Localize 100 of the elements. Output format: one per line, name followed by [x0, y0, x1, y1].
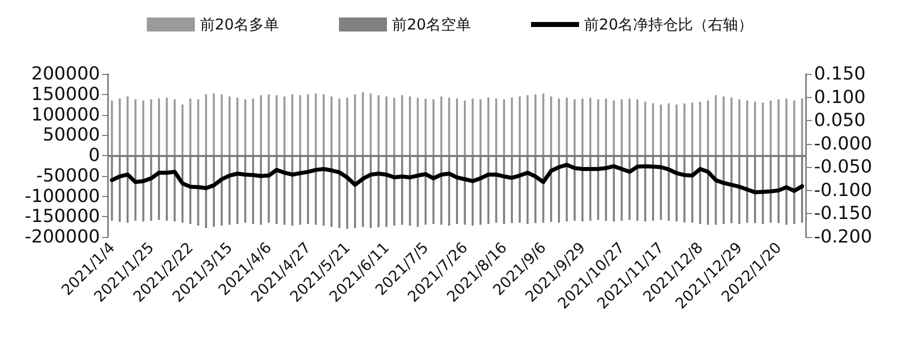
- y2-tick-label: -0.150: [814, 203, 872, 224]
- bar: [636, 99, 638, 156]
- y-tick-label: 100000: [31, 104, 100, 126]
- bar: [306, 94, 309, 156]
- bar: [495, 98, 498, 156]
- bar: [424, 98, 427, 156]
- y-tick-label: -150000: [24, 206, 100, 228]
- bar: [142, 100, 144, 156]
- bar: [542, 94, 544, 156]
- bar: [393, 98, 396, 156]
- y2-tick-label: 0.050: [814, 110, 866, 132]
- bar: [581, 98, 584, 156]
- bar: [668, 103, 670, 156]
- bar: [778, 99, 780, 156]
- bar: [722, 96, 725, 156]
- bar: [276, 95, 278, 156]
- bar: [518, 96, 521, 156]
- bar: [260, 95, 262, 156]
- bar: [503, 99, 506, 156]
- bar: [770, 100, 772, 156]
- bar: [158, 98, 160, 156]
- line-series: [110, 162, 804, 194]
- bar: [652, 103, 654, 156]
- bar: [314, 94, 317, 156]
- bar: [440, 96, 442, 156]
- y2-tick-label: -0.050: [814, 156, 872, 178]
- bar: [699, 102, 702, 156]
- bar: [558, 98, 560, 156]
- bar: [268, 94, 270, 156]
- y2-tick-label: 0.100: [814, 86, 866, 108]
- bar: [801, 98, 804, 156]
- bar: [612, 100, 615, 156]
- bar: [432, 99, 434, 156]
- bar: [182, 104, 184, 156]
- bar: [480, 99, 482, 156]
- y2-tick-label: -0.100: [814, 180, 872, 201]
- bar: [416, 98, 419, 156]
- bar: [628, 98, 631, 156]
- bar: [197, 99, 200, 156]
- bar: [762, 102, 764, 156]
- bar: [785, 98, 788, 156]
- bar: [526, 95, 529, 156]
- bar: [346, 98, 348, 156]
- bar: [220, 94, 223, 156]
- bar: [550, 96, 552, 156]
- bar: [574, 99, 576, 156]
- bar: [110, 100, 113, 156]
- y-tick-label: -50000: [36, 165, 100, 186]
- bar: [730, 98, 732, 156]
- bar: [691, 102, 694, 156]
- bar: [244, 99, 246, 156]
- bar: [228, 96, 231, 156]
- bar: [754, 102, 756, 156]
- bar: [738, 99, 740, 156]
- y-tick-label: 200000: [31, 64, 100, 84]
- bar: [589, 98, 592, 156]
- legend-label: 前20名净持仓比（右轴）: [584, 16, 754, 34]
- bar: [283, 96, 286, 156]
- bar: [605, 98, 608, 156]
- y2-tick-label: 0.150: [814, 64, 866, 84]
- bar: [660, 104, 662, 156]
- bar: [166, 98, 168, 156]
- bar: [566, 98, 568, 156]
- y-tick-label: 50000: [42, 124, 100, 146]
- bar: [448, 98, 450, 156]
- bar: [487, 98, 490, 156]
- bar: [644, 102, 646, 156]
- bar: [714, 95, 717, 156]
- bar: [746, 100, 748, 156]
- bar: [236, 98, 238, 156]
- bar: [354, 94, 356, 156]
- bar: [189, 98, 192, 156]
- y-tick-label: -200000: [24, 226, 100, 248]
- bar: [174, 99, 176, 156]
- bar: [330, 96, 333, 156]
- bar: [212, 94, 215, 156]
- bar: [370, 94, 372, 156]
- legend-label: 前20名空单: [392, 16, 472, 34]
- bar: [597, 99, 600, 156]
- y2-tick-label: -0.200: [814, 226, 872, 248]
- y-tick-label: -100000: [24, 186, 100, 207]
- bar: [322, 94, 325, 156]
- bar: [378, 95, 380, 156]
- bar: [676, 104, 678, 156]
- bar: [150, 99, 152, 156]
- bar: [299, 95, 302, 156]
- bar: [706, 100, 709, 156]
- bar: [338, 98, 340, 156]
- bar: [683, 103, 686, 156]
- bar: [134, 99, 136, 156]
- bar: [252, 98, 254, 156]
- y2-tick-label: -0.000: [814, 133, 872, 154]
- bar: [793, 100, 796, 156]
- bar: [408, 96, 411, 156]
- bar: [291, 94, 294, 156]
- bar: [118, 98, 121, 156]
- y-tick-label: 150000: [31, 84, 100, 105]
- bar: [205, 94, 208, 156]
- bar: [362, 92, 364, 156]
- bar: [472, 98, 474, 156]
